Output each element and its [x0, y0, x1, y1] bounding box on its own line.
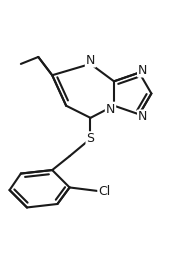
Text: S: S — [86, 132, 94, 145]
Text: Cl: Cl — [98, 185, 110, 198]
Text: N: N — [138, 110, 147, 124]
Text: N: N — [138, 64, 147, 76]
Text: N: N — [106, 103, 115, 116]
Text: N: N — [86, 54, 95, 67]
